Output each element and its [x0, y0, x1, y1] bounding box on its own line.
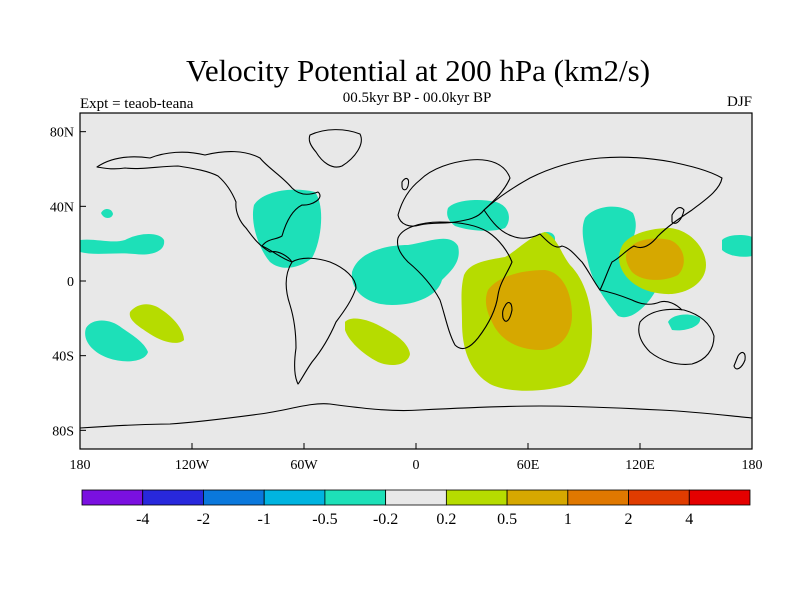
- contour-neg-north-australia: [668, 314, 701, 331]
- colorbar-swatch: [385, 489, 447, 506]
- lat-tick-label: 0: [67, 275, 74, 290]
- contour-neg-north-pacific-blob: [101, 208, 113, 218]
- colorbar-label: 2: [625, 511, 633, 528]
- season-label: DJF: [727, 94, 752, 110]
- latitude-tick-labels: 80N 40N 0 40S 80S: [50, 126, 86, 439]
- figure-title: Velocity Potential at 200 hPa (km2/s): [186, 53, 650, 88]
- colorbar-label: 0.5: [497, 511, 517, 528]
- colorbar-label: -4: [136, 511, 149, 528]
- lon-tick-label: 120W: [175, 458, 210, 473]
- lat-tick-label: 80N: [50, 126, 74, 141]
- lon-tick-label: 180: [70, 458, 91, 473]
- colorbar-swatch: [567, 489, 629, 506]
- lat-tick-label: 40N: [50, 200, 74, 215]
- contour-neg-south-pacific: [85, 320, 148, 362]
- lon-tick-label: 60E: [517, 458, 540, 473]
- colorbar-label: -0.5: [312, 511, 337, 528]
- colorbar-label: 0.2: [436, 511, 456, 528]
- colorbar-label: -0.2: [373, 511, 398, 528]
- lon-tick-label: 180: [742, 458, 763, 473]
- longitude-tick-labels: 180 120W 60W 0 60E 120E 180: [70, 443, 763, 473]
- lat-tick-label: 80S: [52, 424, 74, 439]
- colorbar-swatch: [506, 489, 569, 506]
- colorbar-swatch: [263, 489, 326, 506]
- lon-tick-label: 120E: [625, 458, 655, 473]
- figure-subtitle: 00.5kyr BP - 00.0kyr BP: [343, 90, 492, 106]
- experiment-label: Expt = teaob-teana: [80, 96, 194, 112]
- lon-tick-label: 60W: [290, 458, 318, 473]
- colorbar-swatch: [628, 489, 690, 506]
- contour-pos2-philippines: [625, 238, 684, 280]
- lat-tick-label: 40S: [52, 350, 74, 365]
- contour-neg-north-america: [252, 189, 322, 268]
- coastlines: [80, 129, 752, 429]
- colorbar-swatch: [203, 489, 265, 506]
- contour-pos-south-pacific: [129, 304, 184, 343]
- colorbar-swatch: [142, 489, 204, 506]
- colorbar: [81, 489, 751, 506]
- colorbar-label: 4: [685, 511, 693, 528]
- colorbar-label: -1: [258, 511, 271, 528]
- colorbar-swatch: [324, 489, 387, 506]
- colorbar-label: 1: [564, 511, 572, 528]
- lon-tick-label: 0: [413, 458, 420, 473]
- colorbar-label: -2: [197, 511, 210, 528]
- colorbar-swatch: [81, 489, 144, 506]
- contour-neg-east-pacific: [80, 234, 165, 255]
- contour-pos-south-atlantic: [345, 318, 410, 366]
- colorbar-swatch: [445, 489, 508, 506]
- colorbar-swatch: [688, 489, 751, 506]
- contour-neg-atlantic: [351, 238, 459, 305]
- colorbar-labels: -4 -2 -1 -0.5 -0.2 0.2 0.5 1 2 4: [136, 511, 693, 528]
- contour-neg-east-pacific-2: [722, 235, 752, 257]
- contour-pos2-madagascar: [485, 270, 572, 350]
